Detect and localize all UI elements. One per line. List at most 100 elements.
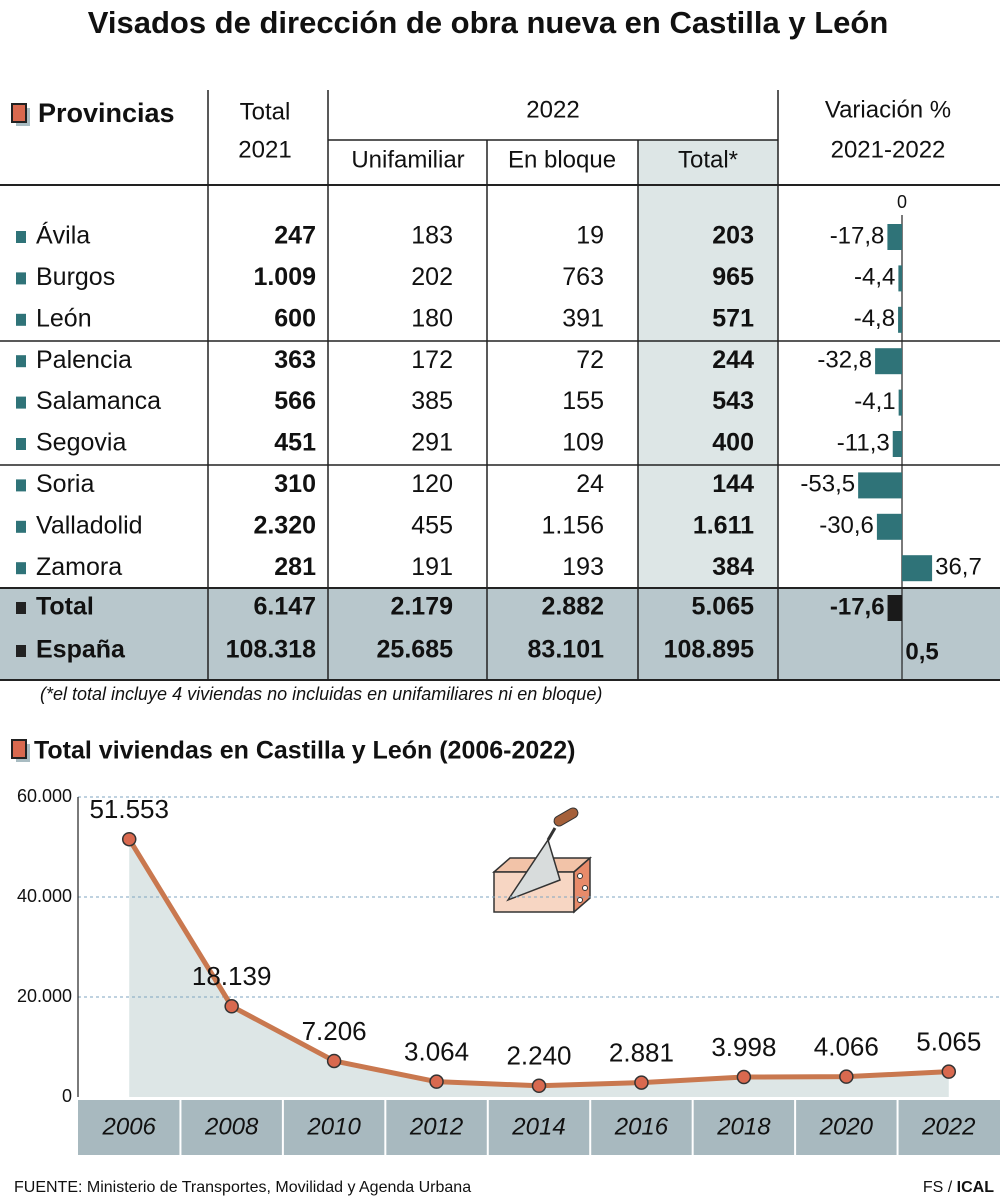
cell-total-2022: 965 [712,263,754,291]
header-year: 2022 [526,96,579,123]
cell-unifamiliar: 455 [411,511,453,539]
x-axis-band [78,1100,1000,1155]
icon [16,479,26,492]
header-en-bloque: En bloque [508,146,616,173]
value-label: 5.065 [916,1027,981,1057]
x-tick-label: 2010 [306,1113,361,1140]
cell-total-2021: 6.147 [253,593,316,621]
cell-total-2022: 108.895 [664,636,754,664]
cell-unifamiliar: 191 [411,553,453,581]
y-tick-label: 40.000 [17,886,72,906]
variation-tick-label: 0 [897,192,907,212]
icon [16,355,26,368]
point [429,1074,444,1089]
point [531,1078,547,1094]
area [129,839,949,1097]
variation-label: -17,6 [830,593,885,620]
total-column-shade [638,140,778,588]
point [121,831,137,847]
cell-en-bloque: 83.101 [528,636,605,664]
cell-total-2022: 571 [712,304,754,332]
cell-total-2022: 203 [712,222,754,250]
variation-bar [858,472,902,499]
x-tick-label: 2006 [102,1113,157,1140]
cell-total-2021: 310 [274,470,316,498]
x-tick-label: 2018 [716,1113,771,1140]
variation-bar [898,389,902,416]
cell-en-bloque: 24 [576,470,604,498]
icon [16,520,26,533]
cell-total-2021: 600 [274,304,316,332]
point [634,1075,649,1090]
cell-unifamiliar: 202 [411,263,453,291]
value-label: 3.064 [404,1037,469,1067]
cell-en-bloque: 763 [562,263,604,291]
variation-label: -11,3 [837,429,890,456]
variation-label: -4,1 [854,388,895,415]
variation-label: 0,5 [905,638,938,665]
variation-label: 36,7 [935,554,982,581]
icon [16,313,26,326]
row-name: Valladolid [36,511,143,539]
point [326,1053,342,1069]
brick-icon [492,807,592,914]
point [736,1069,752,1085]
x-tick-label: 2016 [614,1113,669,1140]
variation-bar [898,306,902,333]
value-label: 3.998 [711,1032,776,1062]
source: FUENTE: Ministerio de Transportes, Movil… [14,1179,471,1196]
icon [16,562,26,575]
cell-total-2021: 451 [274,429,316,457]
value-label: 18.139 [192,961,272,991]
icon [11,739,27,759]
cell-total-2021: 2.320 [253,511,316,539]
cell-unifamiliar: 180 [411,304,453,332]
variation-label: -53,5 [800,471,855,498]
credit-separator: / [943,1179,956,1196]
cell-total-2022: 384 [712,553,754,581]
chart-title: Total viviendas en Castilla y León (2006… [34,737,575,765]
cell-unifamiliar: 120 [411,470,453,498]
variation-bar [898,265,902,292]
variation-label: -4,8 [854,305,895,332]
row-name: Total [36,593,94,621]
value-label: 4.066 [814,1032,879,1062]
icon [11,103,27,123]
row-name: Palencia [36,346,132,374]
x-tick-label: 2008 [204,1113,259,1140]
x-tick-label: 2014 [511,1113,565,1140]
cell-en-bloque: 2.882 [541,593,604,621]
cell-total-2022: 244 [712,346,754,374]
icon [16,645,26,657]
cell-total-2022: 144 [712,470,754,498]
credit: FS / ICAL [923,1179,994,1196]
title: Visados de dirección de obra nueva en Ca… [88,5,889,40]
x-tick-label: 2012 [409,1113,463,1140]
value-label: 51.553 [89,794,169,824]
variation-label: -4,4 [854,264,895,291]
variation-bar [902,555,933,582]
icon [16,231,26,243]
row-name: Salamanca [36,387,161,415]
cell-en-bloque: 391 [562,304,604,332]
y-tick-label: 0 [62,1086,72,1106]
x-tick-label: 2022 [921,1113,975,1140]
cell-total-2021: 363 [274,346,316,374]
cell-unifamiliar: 183 [411,222,453,250]
variation-bar [892,431,902,457]
cell-en-bloque: 109 [562,429,604,457]
credit-agency: ICAL [957,1179,995,1196]
cell-unifamiliar: 172 [411,346,453,374]
row-name: Zamora [36,553,122,581]
cell-unifamiliar: 25.685 [377,636,454,664]
icon [16,396,26,409]
icon [16,272,26,285]
variation-bar [887,595,902,621]
cell-total-2021: 247 [274,222,316,250]
cell-en-bloque: 1.156 [541,511,604,539]
variation-bar [875,348,902,375]
point [224,999,239,1014]
cell-en-bloque: 193 [562,553,604,581]
value-label: 2.881 [609,1037,674,1067]
